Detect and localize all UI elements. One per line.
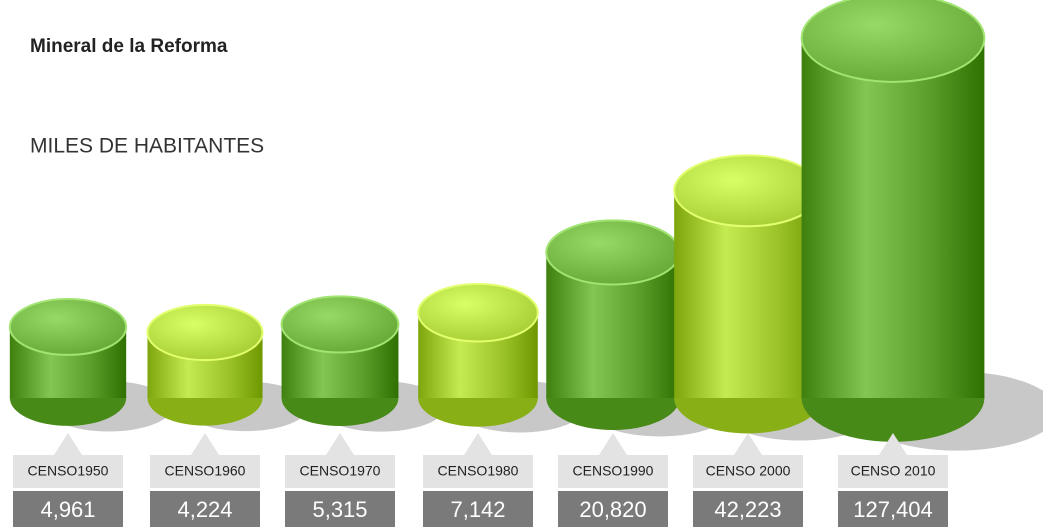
value-label: 42,223 <box>714 497 781 522</box>
category-label: CENSO1960 <box>165 463 246 479</box>
cylinder-top <box>417 283 539 343</box>
value-box <box>558 491 668 527</box>
label-pointer <box>191 433 219 455</box>
category-label: CENSO1980 <box>438 463 519 479</box>
category-label: CENSO1950 <box>28 463 109 479</box>
category-label: CENSO1970 <box>300 463 381 479</box>
value-label: 4,224 <box>177 497 232 522</box>
label-box <box>693 455 803 488</box>
category-label: CENSO1990 <box>573 463 654 479</box>
value-label: 4,961 <box>40 497 95 522</box>
label-box <box>558 455 668 488</box>
value-box <box>13 491 123 527</box>
label-pointer <box>54 433 82 455</box>
value-box <box>693 491 803 527</box>
label-box <box>838 455 948 488</box>
label-pointer <box>879 433 907 455</box>
cylinder-top <box>673 154 823 228</box>
cylinder-top <box>8 298 128 356</box>
value-box <box>423 491 533 527</box>
value-box <box>838 491 948 527</box>
cylinder-top <box>280 295 400 354</box>
value-label: 20,820 <box>579 497 646 522</box>
value-label: 7,142 <box>450 497 505 522</box>
label-box <box>13 455 123 488</box>
chart-subtitle: MILES DE HABITANTES <box>30 135 264 158</box>
chart-title: Mineral de la Reforma <box>30 36 228 57</box>
label-box <box>150 455 260 488</box>
label-pointer <box>326 433 354 455</box>
cylinder-top <box>545 219 681 286</box>
cylinder-body <box>801 38 985 398</box>
category-label: CENSO 2000 <box>706 463 791 479</box>
label-pointer <box>734 433 762 455</box>
value-label: 5,315 <box>312 497 367 522</box>
label-box <box>285 455 395 488</box>
label-pointer <box>464 433 492 455</box>
cylinder-top <box>146 303 264 362</box>
value-box <box>285 491 395 527</box>
value-label: 127,404 <box>853 497 933 522</box>
value-box <box>150 491 260 527</box>
label-box <box>423 455 533 488</box>
cylinder-top <box>800 0 986 83</box>
category-label: CENSO 2010 <box>851 463 936 479</box>
label-pointer <box>599 433 627 455</box>
